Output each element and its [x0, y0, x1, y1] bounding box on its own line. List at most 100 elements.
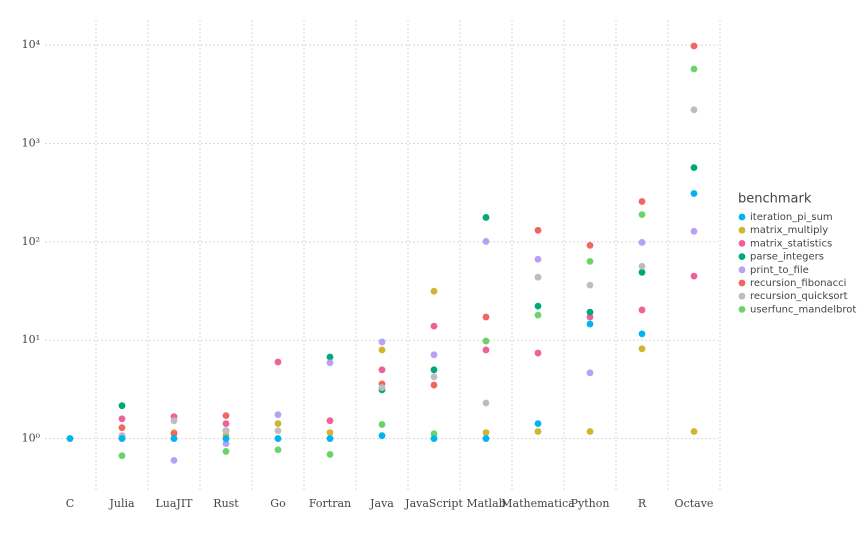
point	[638, 345, 646, 353]
point	[638, 198, 646, 205]
legend-label: userfunc_mandelbrot	[750, 304, 856, 315]
point	[378, 432, 386, 440]
point	[378, 421, 386, 428]
y-tick-label: 10⁴	[22, 38, 41, 51]
point	[482, 435, 490, 442]
point	[638, 211, 646, 219]
x-tick-label: R	[638, 497, 647, 510]
point	[690, 227, 698, 235]
point	[222, 427, 230, 435]
point	[430, 373, 438, 381]
y-tick-label: 10³	[22, 136, 40, 149]
point	[586, 369, 594, 377]
point	[274, 446, 282, 454]
point	[534, 311, 542, 319]
legend-label: matrix_multiply	[750, 225, 828, 236]
x-tick-label: Fortran	[309, 497, 351, 510]
point	[586, 281, 594, 289]
point	[274, 358, 282, 366]
x-tick-label: Mathematica	[501, 497, 575, 510]
point	[430, 322, 438, 330]
y-tick-label: 10⁰	[22, 432, 41, 445]
legend-label: recursion_quicksort	[750, 291, 848, 302]
point	[66, 435, 74, 442]
point	[222, 420, 230, 427]
legend-marker	[738, 213, 746, 221]
point	[690, 106, 698, 114]
point	[586, 308, 594, 316]
point	[430, 351, 438, 359]
point	[326, 353, 334, 361]
point	[118, 402, 126, 410]
x-tick-label: JavaScript	[404, 497, 463, 510]
point	[482, 214, 490, 221]
point	[690, 65, 698, 73]
point	[534, 428, 542, 435]
point	[118, 415, 126, 423]
point	[326, 435, 334, 442]
point	[378, 366, 386, 374]
legend-label: iteration_pi_sum	[750, 212, 833, 223]
point	[534, 273, 542, 281]
point	[378, 384, 386, 391]
point	[170, 456, 178, 464]
legend-marker	[738, 226, 746, 234]
legend-marker	[738, 266, 746, 274]
point	[690, 164, 698, 172]
point	[430, 287, 438, 295]
point	[482, 429, 490, 436]
point	[274, 427, 282, 435]
point	[430, 381, 438, 389]
point	[534, 420, 542, 427]
point	[222, 435, 230, 442]
point	[222, 440, 230, 447]
point	[638, 262, 646, 270]
point	[274, 420, 282, 427]
point	[482, 399, 490, 407]
legend-marker	[738, 306, 746, 313]
x-tick-label: LuaJIT	[155, 497, 193, 510]
point	[170, 430, 178, 438]
point	[378, 338, 386, 346]
point	[430, 366, 438, 374]
x-tick-label: Octave	[675, 497, 714, 510]
point	[638, 239, 646, 246]
point	[586, 313, 594, 321]
x-tick-label: Go	[270, 497, 286, 510]
point	[638, 306, 646, 314]
x-tick-label: Java	[369, 497, 394, 510]
point	[170, 417, 178, 425]
x-tick-label: Rust	[213, 497, 239, 510]
point	[274, 411, 282, 419]
legend-label: parse_integers	[750, 252, 824, 263]
point	[118, 424, 126, 432]
point	[690, 428, 698, 435]
point	[690, 272, 698, 280]
y-tick-label: 10¹	[22, 333, 40, 346]
point	[326, 417, 334, 425]
x-tick-label: Julia	[108, 497, 135, 510]
point	[482, 337, 490, 345]
legend-label: recursion_fibonacci	[750, 278, 846, 289]
point	[274, 435, 282, 442]
point	[118, 452, 126, 460]
legend-label: print_to_file	[750, 265, 809, 276]
point	[326, 429, 334, 436]
legend-title: benchmark	[738, 192, 812, 207]
x-tick-label: Matlab	[466, 497, 505, 510]
legend-label: matrix_statistics	[750, 238, 832, 249]
point	[326, 359, 334, 367]
point	[430, 435, 438, 442]
point	[222, 412, 230, 420]
point	[586, 257, 594, 265]
legend-marker	[738, 279, 746, 287]
point	[690, 190, 698, 197]
point	[482, 238, 490, 245]
x-tick-label: C	[66, 497, 74, 510]
y-tick-label: 10²	[22, 235, 40, 248]
point	[326, 451, 334, 458]
point	[170, 435, 178, 442]
point	[118, 435, 126, 442]
